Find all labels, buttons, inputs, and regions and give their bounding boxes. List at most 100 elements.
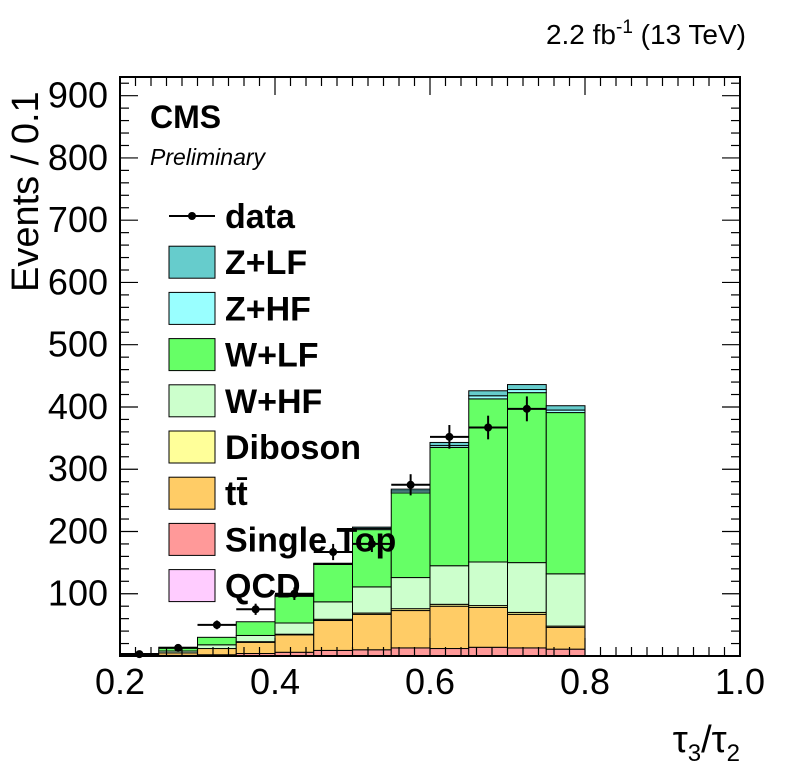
luminosity-exponent: -1 bbox=[616, 17, 633, 38]
bar-tt--bin-10 bbox=[507, 613, 547, 649]
legend-item-w-hf: W+HF bbox=[168, 383, 322, 421]
y-tick-label: 900 bbox=[48, 75, 108, 116]
bar-tt--bin-9 bbox=[468, 606, 508, 648]
bar-w-lf-bin-11 bbox=[545, 412, 586, 575]
legend-swatch bbox=[168, 569, 216, 603]
bar-single-top-bin-11 bbox=[545, 648, 586, 657]
legend-item-diboson: Diboson bbox=[168, 429, 361, 467]
y-tick-labels: 100 200 300 400 500 600 700 800 900 bbox=[48, 75, 108, 614]
bar-tt--bin-5 bbox=[313, 620, 353, 651]
legend-item-z-hf: Z+HF bbox=[168, 290, 311, 328]
bar-w-lf-bin-2 bbox=[197, 636, 237, 646]
luminosity-label: 2.2 fb-1 (13 TeV) bbox=[546, 17, 746, 50]
data-points bbox=[120, 396, 547, 659]
data-point-bin-7 bbox=[391, 474, 430, 496]
legend-swatch bbox=[168, 476, 216, 510]
bar-w-hf-bin-8 bbox=[429, 565, 470, 605]
x-tick-label: 0.6 bbox=[405, 661, 455, 702]
legend-label: W+LF bbox=[225, 337, 318, 375]
data-point-bin-1 bbox=[158, 643, 198, 652]
preliminary-label: Preliminary bbox=[150, 144, 267, 170]
data-point-bin-8 bbox=[430, 425, 469, 449]
x-tick-label: 1.0 bbox=[715, 661, 765, 702]
legend-label: Z+HF bbox=[225, 290, 311, 328]
legend-item-qcd: QCD bbox=[168, 568, 301, 606]
bar-w-hf-bin-6 bbox=[352, 586, 392, 614]
legend-swatch bbox=[168, 384, 216, 418]
bar-w-hf-bin-3 bbox=[235, 634, 276, 643]
legend-label: Z+LF bbox=[225, 244, 307, 282]
bar-w-lf-bin-5 bbox=[313, 563, 353, 603]
y-tick-label: 700 bbox=[48, 199, 108, 240]
data-point-bin-10 bbox=[507, 396, 547, 422]
y-tick-label: 800 bbox=[48, 137, 108, 178]
data-point-bin-2 bbox=[197, 620, 237, 630]
x-tick-labels: 0.2 0.4 0.6 0.8 1.0 bbox=[95, 661, 765, 702]
stacked-bars bbox=[119, 384, 586, 657]
bar-tt--bin-2 bbox=[197, 648, 237, 656]
y-tick-label: 400 bbox=[48, 386, 108, 427]
bar-w-hf-bin-5 bbox=[313, 601, 353, 620]
data-point-bin-5 bbox=[313, 543, 353, 561]
legend-item-w-lf: W+LF bbox=[168, 337, 318, 375]
data-point-bin-3 bbox=[236, 603, 275, 615]
bar-z-lf-bin-11 bbox=[545, 405, 586, 411]
bar-tt--bin-7 bbox=[390, 610, 431, 649]
legend-item-z-lf: Z+LF bbox=[168, 244, 307, 282]
x-tick-label: 0.8 bbox=[560, 661, 610, 702]
legend-swatch bbox=[168, 245, 216, 279]
bar-tt--bin-8 bbox=[429, 605, 470, 650]
legend-swatch bbox=[168, 291, 216, 325]
legend-label: QCD bbox=[225, 568, 301, 606]
data-point-bin-6 bbox=[352, 535, 392, 553]
bar-w-lf-bin-8 bbox=[429, 446, 470, 567]
bar-z-lf-bin-10 bbox=[507, 384, 547, 391]
bar-w-hf-bin-9 bbox=[468, 561, 508, 607]
bar-w-hf-bin-2 bbox=[197, 644, 237, 650]
bar-tt--bin-6 bbox=[352, 613, 392, 651]
legend-swatch bbox=[168, 338, 216, 372]
bar-single-top-bin-9 bbox=[468, 646, 508, 657]
legend-label: Single Top bbox=[225, 521, 396, 559]
legend-item-data: data bbox=[169, 198, 296, 236]
cms-label: CMS bbox=[150, 99, 221, 135]
legend-swatch bbox=[168, 522, 216, 556]
legend-item-single-top: Single Top bbox=[168, 521, 396, 559]
x-tick-label: 0.2 bbox=[95, 661, 145, 702]
bar-single-top-bin-8 bbox=[429, 648, 470, 657]
legend-label: tt̄ bbox=[225, 475, 248, 513]
bar-w-hf-bin-4 bbox=[274, 622, 315, 635]
bar-single-top-bin-10 bbox=[507, 647, 547, 657]
legend-swatch bbox=[168, 430, 216, 464]
bar-w-hf-bin-7 bbox=[390, 577, 431, 610]
legend-item-tt-: tt̄ bbox=[168, 475, 248, 513]
luminosity-value: 2.2 fb bbox=[546, 19, 616, 50]
bar-tt--bin-3 bbox=[235, 641, 276, 655]
y-tick-label: 200 bbox=[48, 510, 108, 551]
bar-tt--bin-4 bbox=[274, 634, 315, 653]
legend: data Z+LF Z+HF W+LF W+HF Diboson tt̄ Single Top… bbox=[168, 198, 396, 606]
bar-z-lf-bin-9 bbox=[468, 390, 508, 397]
data-point-bin-4 bbox=[275, 587, 314, 600]
data-point-bin-9 bbox=[468, 415, 508, 440]
bar-tt--bin-11 bbox=[545, 626, 586, 650]
legend-marker bbox=[188, 212, 196, 220]
bar-z-lf-bin-5 bbox=[313, 562, 353, 565]
luminosity-energy: (13 TeV) bbox=[633, 19, 746, 50]
y-tick-label: 500 bbox=[48, 324, 108, 365]
y-tick-label: 100 bbox=[48, 573, 108, 614]
legend-label: data bbox=[225, 198, 296, 236]
bar-w-lf-bin-7 bbox=[390, 492, 431, 579]
bar-w-lf-bin-3 bbox=[235, 621, 276, 636]
legend-label: W+HF bbox=[225, 383, 322, 421]
y-tick-label: 600 bbox=[48, 261, 108, 302]
bar-single-top-bin-7 bbox=[390, 647, 431, 657]
legend-label: Diboson bbox=[225, 429, 361, 467]
bar-w-hf-bin-10 bbox=[507, 562, 547, 613]
y-axis-title: Events / 0.1 bbox=[5, 91, 47, 292]
x-axis-title: τ3/τ2 bbox=[673, 719, 740, 767]
x-tick-label: 0.4 bbox=[250, 661, 300, 702]
axis-ticks bbox=[119, 77, 741, 656]
bar-w-hf-bin-11 bbox=[545, 573, 586, 627]
